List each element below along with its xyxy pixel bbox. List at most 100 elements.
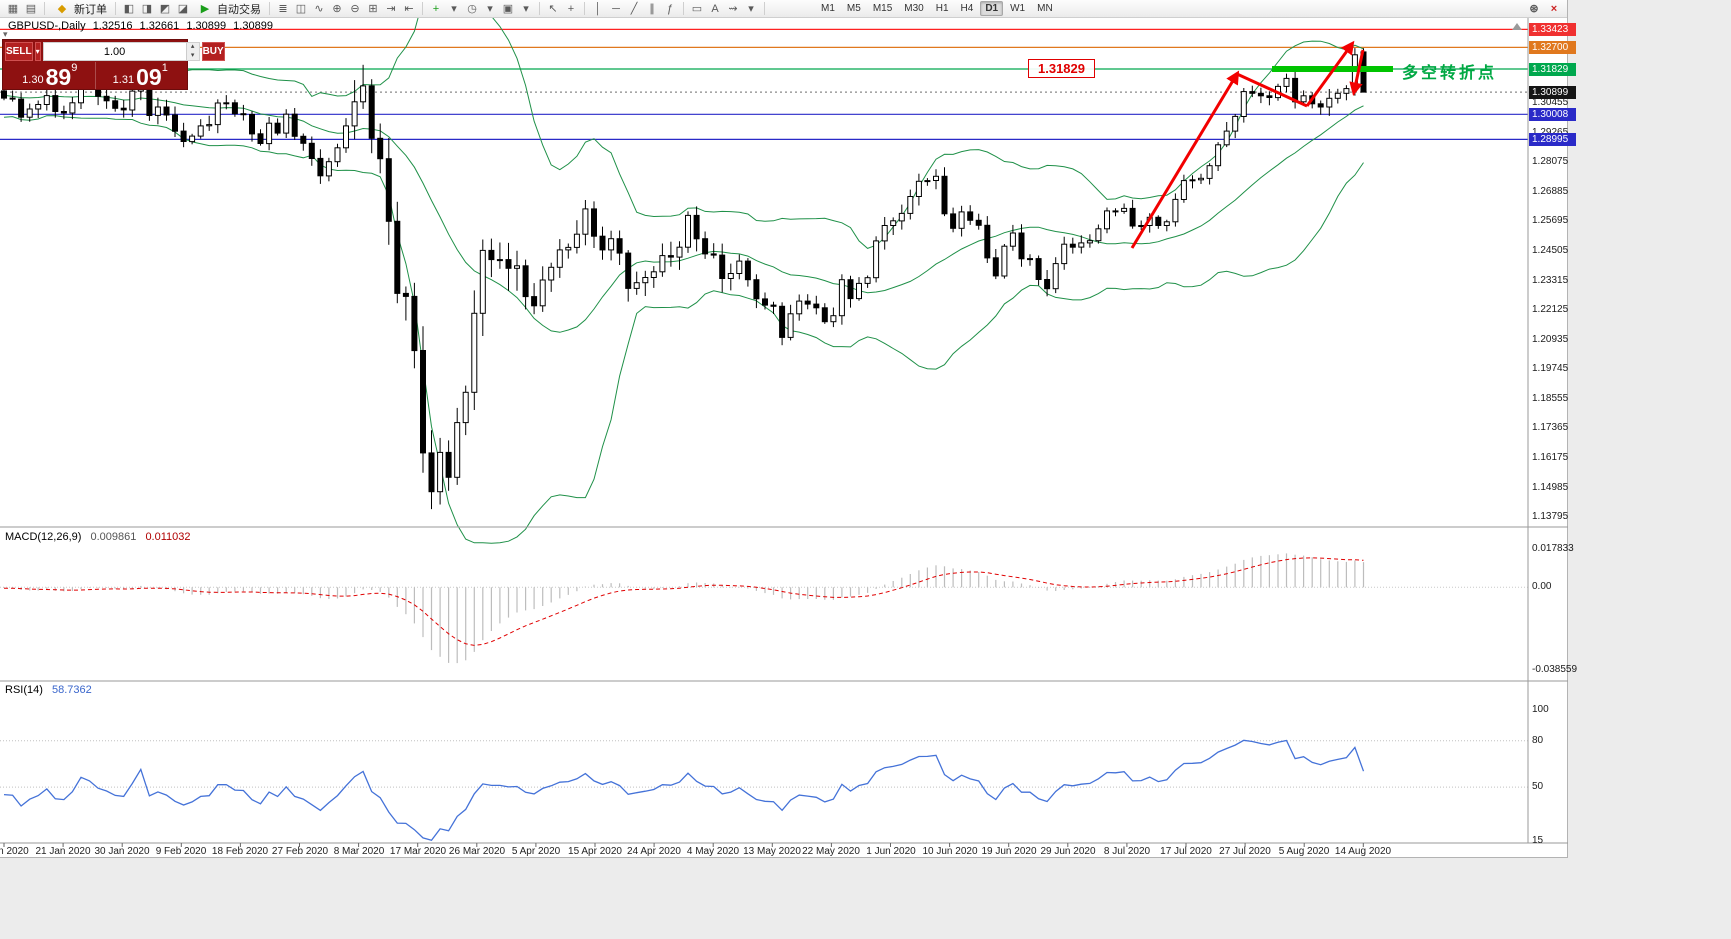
candle [1138, 225, 1145, 227]
close-icon[interactable]: × [1550, 2, 1558, 15]
timeframe-button-h1[interactable]: H1 [935, 3, 949, 14]
periods-button[interactable]: ◷ [467, 3, 477, 15]
candle [1061, 243, 1068, 265]
autotrading-button-label: 自动交易 [217, 3, 261, 16]
candle [402, 292, 409, 297]
new-chart-icon[interactable]: ▦ [7, 3, 19, 15]
order-type-dropdown[interactable]: ▾ [34, 42, 41, 61]
candle [1232, 115, 1239, 132]
volume-up-icon[interactable]: ▴ [190, 43, 195, 50]
volume-input[interactable] [43, 43, 186, 60]
candles-series [1, 48, 1367, 510]
macd-panel [0, 553, 1528, 664]
timeframe-button-h4[interactable]: H4 [960, 3, 974, 14]
candle [522, 265, 529, 298]
zoom-in-icon[interactable]: ⊕ [332, 3, 342, 15]
indicators-button[interactable]: + [432, 2, 440, 15]
templates-dropdown-icon[interactable]: ▾ [523, 3, 529, 15]
indicators-dropdown-icon[interactable]: ▾ [451, 3, 457, 15]
bid-price[interactable]: 1.30 89 9 [5, 62, 95, 89]
market-watch-icon[interactable]: ◧ [123, 3, 135, 15]
channel-icon[interactable]: ∥ [649, 3, 655, 15]
timeframe-button-d1[interactable]: D1 [980, 1, 1004, 16]
shapes-icon[interactable]: ▭ [691, 3, 703, 15]
tile-windows-icon[interactable]: ⊞ [368, 3, 378, 15]
text-icon[interactable]: A [711, 2, 719, 15]
objects-dropdown-icon[interactable]: ▾ [748, 3, 754, 15]
candle [411, 295, 418, 352]
candle [915, 180, 922, 198]
candle [154, 106, 161, 116]
candle [1052, 263, 1059, 290]
fibonacci-icon[interactable]: ƒ [666, 2, 674, 15]
candle [830, 315, 837, 323]
toolbar-right-group: ⊛ × [1525, 1, 1563, 17]
candle [727, 273, 734, 279]
timeframe-button-mn[interactable]: MN [1037, 3, 1053, 14]
terminal-icon[interactable]: ◪ [177, 3, 189, 15]
candle [796, 300, 803, 315]
chart-profiles-icon[interactable]: ▤ [25, 3, 37, 15]
bollinger-lower [3, 115, 1364, 544]
candle [43, 95, 50, 105]
candle [257, 133, 264, 145]
candle [659, 255, 666, 273]
toolbar-separator [584, 2, 585, 15]
settings-icon[interactable]: ⊛ [1529, 3, 1539, 15]
auto-scroll-icon[interactable]: ⇥ [386, 3, 396, 15]
arrow-objects-icon[interactable]: ⇝ [728, 3, 738, 15]
timeframe-button-m5[interactable]: M5 [846, 3, 861, 14]
candle [838, 279, 845, 317]
candle [308, 142, 315, 160]
line-chart-icon[interactable]: ∿ [314, 3, 324, 15]
chart-shift-icon[interactable]: ⇤ [404, 3, 414, 15]
new-order-button[interactable]: ◆ 新订单 [49, 1, 111, 17]
volume-down-icon[interactable]: ▾ [190, 51, 195, 59]
timeframe-button-m15[interactable]: M15 [872, 3, 893, 14]
horizontal-line-icon[interactable]: ─ [612, 2, 620, 15]
candle [1095, 228, 1102, 242]
timeframe-button-w1[interactable]: W1 [1010, 3, 1026, 14]
candle [736, 260, 743, 275]
candlestick-chart-icon[interactable]: ◫ [295, 3, 307, 15]
toolbar-separator [539, 2, 540, 15]
candle [753, 279, 760, 300]
candle [420, 350, 426, 454]
templates-button[interactable]: ▣ [502, 3, 514, 15]
timeframe-button-m1[interactable]: M1 [821, 3, 835, 14]
candle [967, 211, 974, 221]
toolbar: ▦ ▤ ◆ 新订单 ◧ ◨ ◩ ◪ ▶ 自动交易 ≣ ◫ ∿ ⊕ ⊖ ⊞ ⇥ ⇤ + ▾ ◷ ▾ ▣ ▾ ↖ + │ ─ ╱ ∥ ƒ ▭ A ⇝ ▾… [0, 0, 1567, 18]
candle [864, 277, 871, 284]
vertical-line-icon[interactable]: │ [594, 2, 602, 15]
candle [60, 111, 67, 114]
data-window-icon[interactable]: ◨ [141, 3, 153, 15]
zoom-out-icon[interactable]: ⊖ [350, 3, 360, 15]
autotrading-button[interactable]: ▶ 自动交易 [192, 1, 265, 17]
navigator-icon[interactable]: ◩ [159, 3, 171, 15]
candle [1086, 240, 1093, 244]
one-click-collapse-icon[interactable]: ▾ [3, 29, 8, 39]
candle [1223, 130, 1230, 146]
candle [1155, 216, 1162, 227]
trendline-icon[interactable]: ╱ [630, 3, 638, 15]
candle [1104, 210, 1110, 230]
candle [283, 113, 290, 134]
cursor-icon[interactable]: ↖ [548, 3, 558, 15]
candle [685, 214, 691, 248]
crosshair-icon[interactable]: + [567, 2, 575, 15]
candle [249, 114, 255, 135]
sell-button[interactable]: SELL [5, 42, 33, 61]
candle [907, 196, 914, 214]
periods-dropdown-icon[interactable]: ▾ [487, 3, 493, 15]
candle [112, 100, 119, 109]
toolbar-separator [764, 2, 765, 15]
candle [1343, 88, 1350, 94]
buy-button[interactable]: BUY [201, 42, 225, 61]
ask-price[interactable]: 1.31 09 1 [94, 62, 186, 89]
candle [300, 135, 307, 144]
candle [1249, 91, 1256, 94]
timeframe-button-m30[interactable]: M30 [904, 3, 924, 14]
candle [1121, 207, 1128, 212]
bar-chart-icon[interactable]: ≣ [278, 3, 288, 15]
